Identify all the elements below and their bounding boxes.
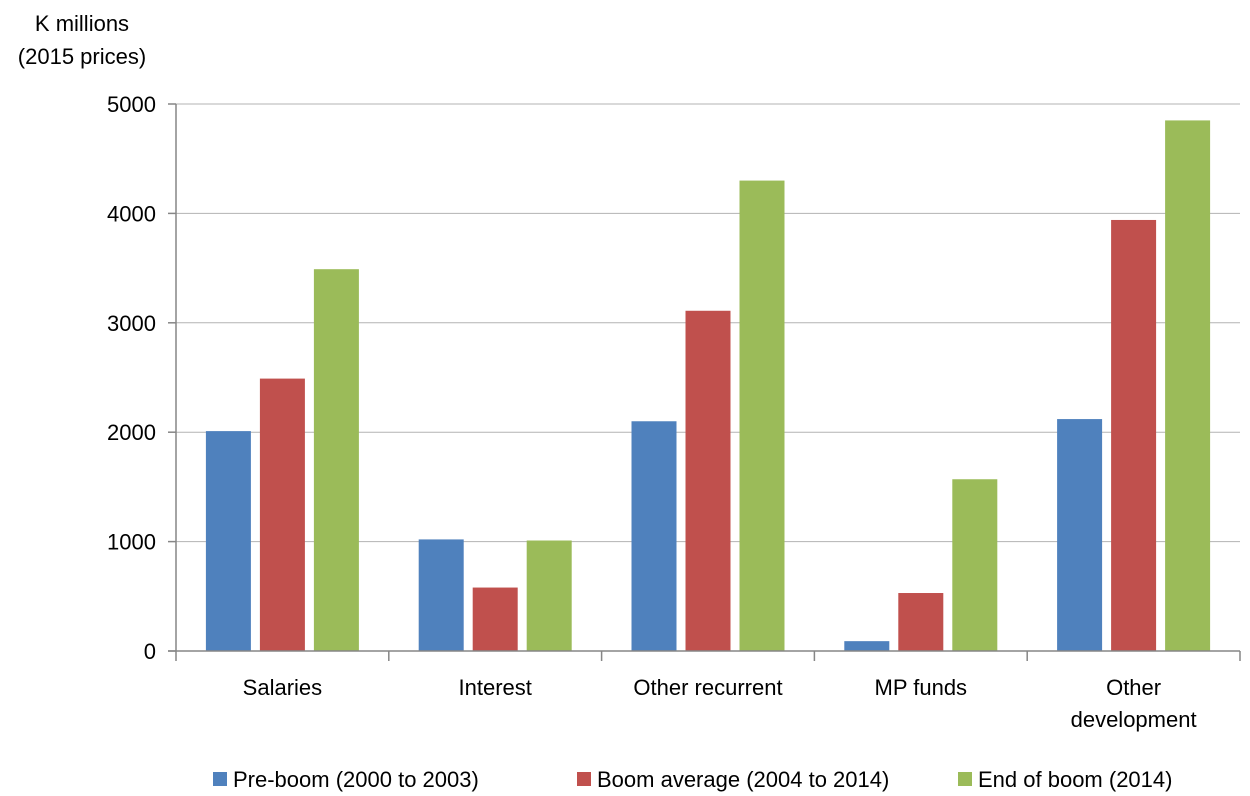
x-tick-label: Salaries	[243, 675, 322, 700]
bar	[472, 587, 518, 651]
y-tick-label: 4000	[107, 201, 156, 226]
legend-swatch	[958, 772, 972, 786]
bar	[898, 593, 944, 651]
bar	[313, 269, 359, 651]
bar	[739, 180, 785, 651]
x-tick-label: development	[1071, 707, 1197, 732]
legend-swatch	[577, 772, 591, 786]
bar	[844, 641, 890, 651]
bar	[1111, 219, 1157, 652]
y-tick-label: 3000	[107, 311, 156, 336]
bar	[418, 539, 464, 651]
x-tick-label: Other recurrent	[633, 675, 782, 700]
bar	[526, 540, 572, 651]
legend-swatch	[213, 772, 227, 786]
legend-label: End of boom (2014)	[978, 767, 1172, 792]
legend: Pre-boom (2000 to 2003) Boom average (200…	[213, 767, 1172, 792]
y-tick-label: 2000	[107, 420, 156, 445]
bar	[685, 310, 731, 651]
bar	[205, 431, 251, 651]
bars	[205, 120, 1211, 652]
labels: 0 1000 2000 3000 4000 5000 Salaries Interest Oth…	[18, 11, 1197, 732]
x-tick-label: MP funds	[875, 675, 968, 700]
x-tick-label: Other	[1106, 675, 1161, 700]
x-tick-label: Interest	[459, 675, 532, 700]
axes	[168, 103, 1241, 661]
y-axis-label: K millions	[35, 11, 129, 36]
bar	[952, 479, 998, 651]
bar	[631, 421, 677, 651]
legend-label: Boom average (2004 to 2014)	[597, 767, 889, 792]
bar	[1165, 120, 1211, 651]
legend-label: Pre-boom (2000 to 2003)	[233, 767, 479, 792]
y-tick-label: 0	[144, 639, 156, 664]
bar	[1057, 419, 1103, 651]
y-tick-label: 5000	[107, 92, 156, 117]
y-axis-label: (2015 prices)	[18, 44, 146, 69]
y-tick-label: 1000	[107, 530, 156, 555]
bar	[259, 378, 305, 651]
